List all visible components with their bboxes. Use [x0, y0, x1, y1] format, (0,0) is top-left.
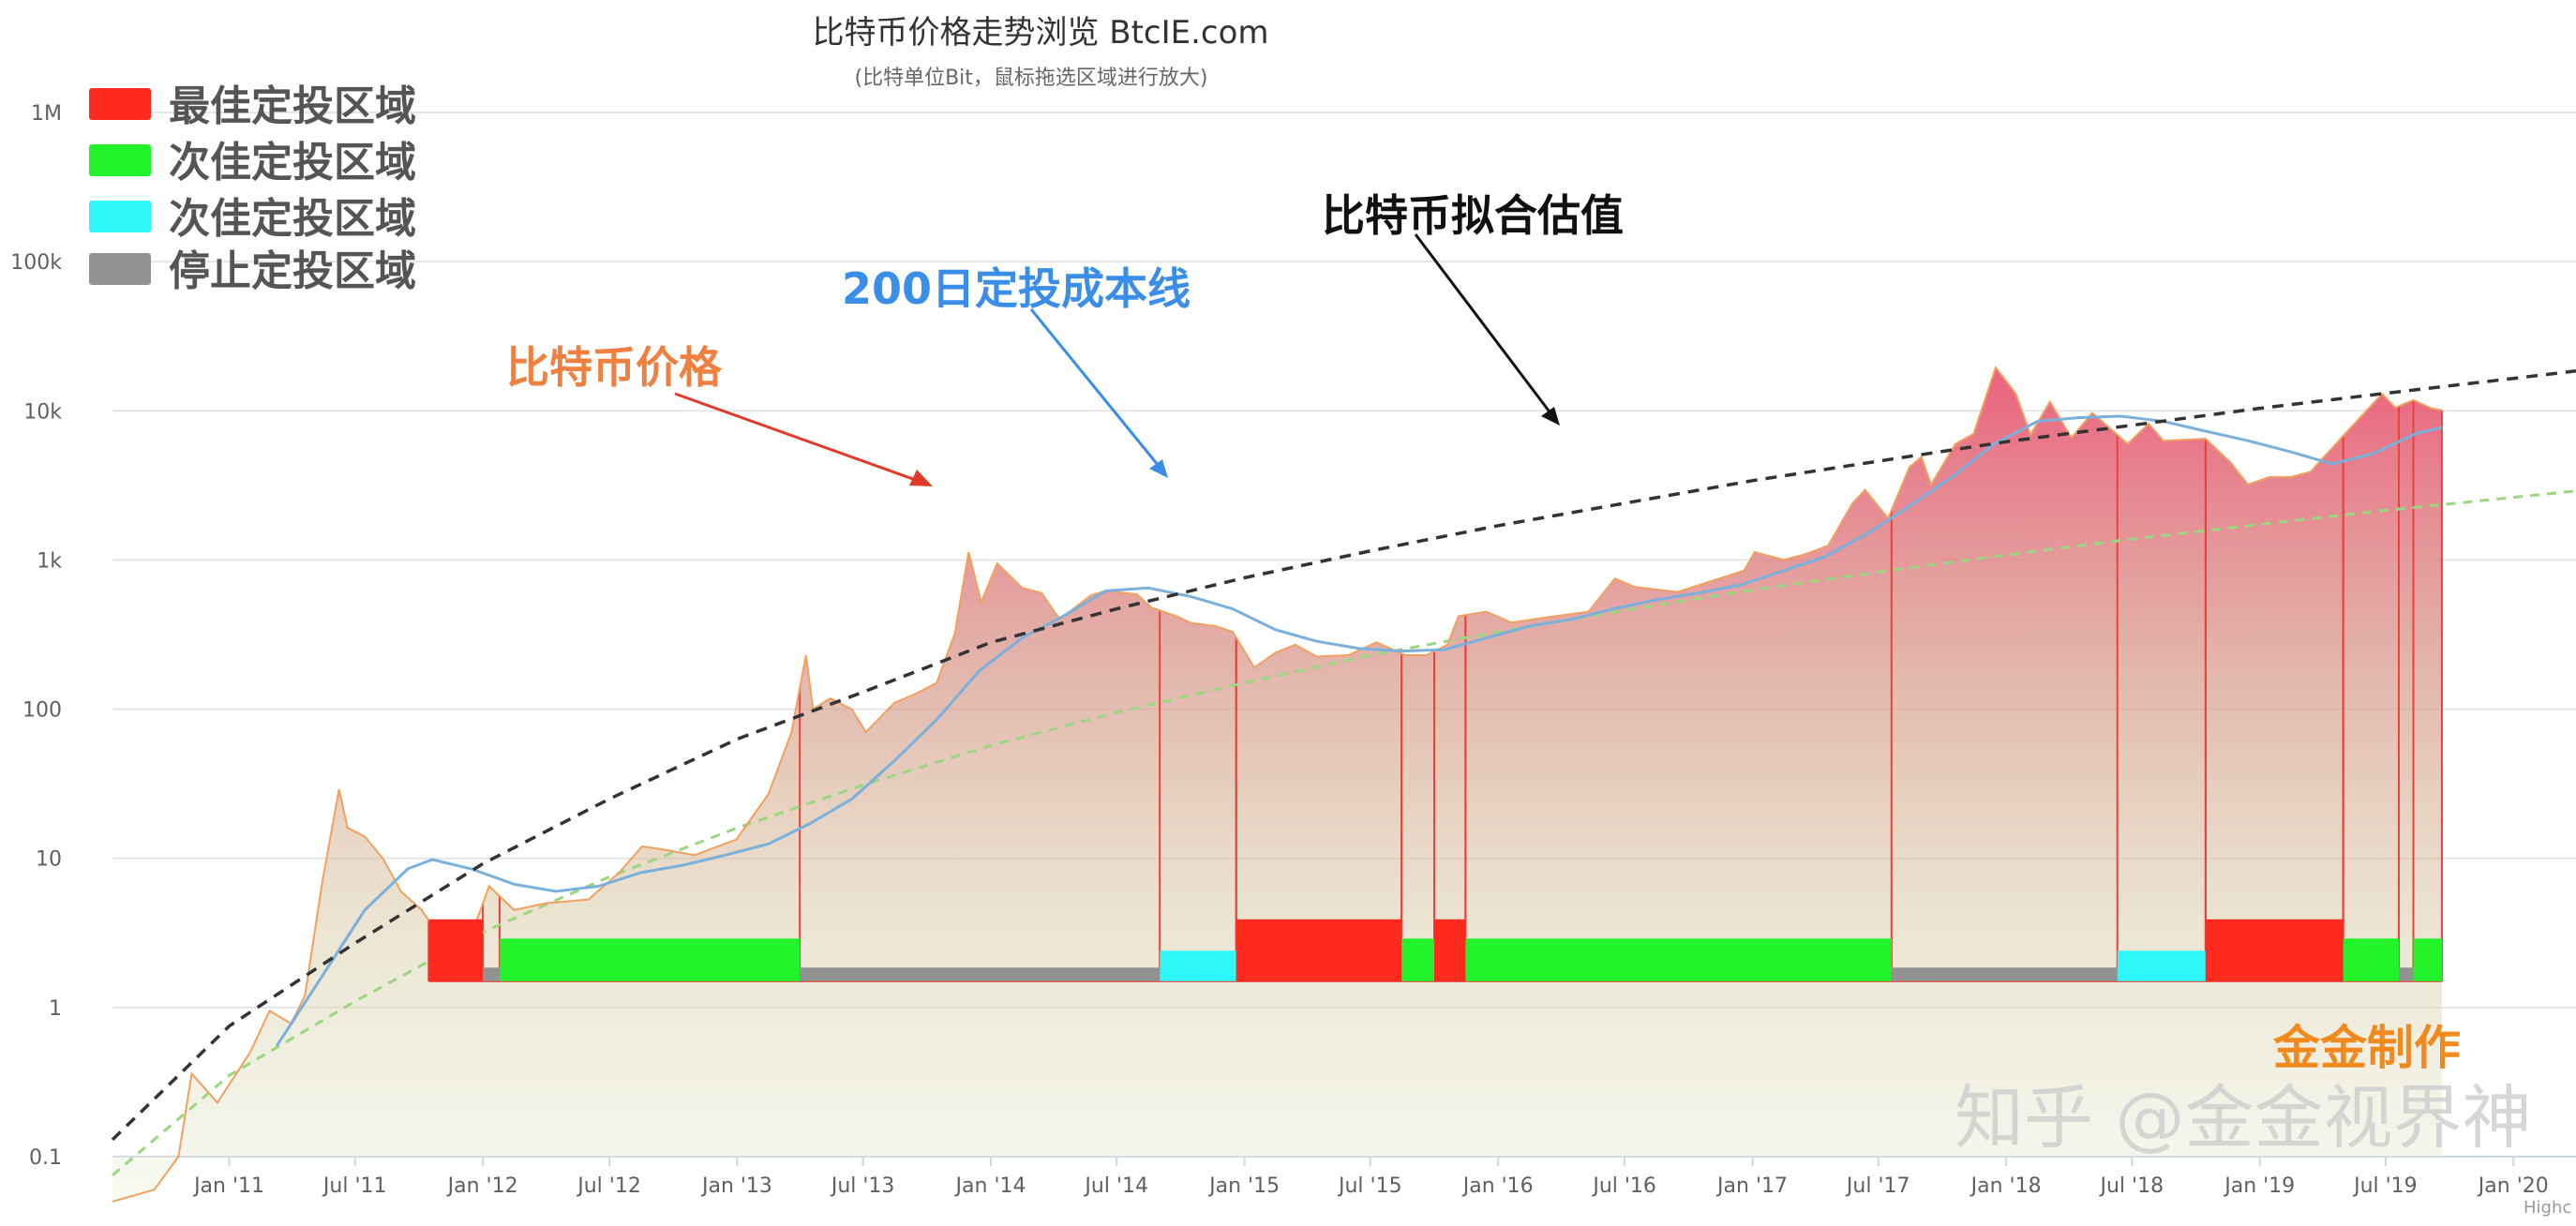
- x-tick-label: Jul '13: [830, 1174, 895, 1198]
- annotation-fit: 比特币拟合估值: [1322, 190, 1624, 426]
- legend-label-stop: 停止定投区域: [169, 247, 416, 295]
- zone-bar-best[interactable]: [1434, 919, 1466, 981]
- y-tick-label: 0.1: [29, 1146, 62, 1170]
- zone-bar-best[interactable]: [428, 919, 484, 981]
- zone-bar-stop[interactable]: [2399, 967, 2414, 981]
- chart-title: 比特币价格走势浏览 BtcIE.com: [812, 14, 1268, 52]
- legend-item-stop[interactable]: 停止定投区域: [89, 247, 416, 295]
- zone-bar-good2[interactable]: [1160, 950, 1236, 981]
- y-tick-label: 1: [49, 997, 62, 1021]
- legend-swatch-stop: [89, 253, 151, 285]
- x-tick-label: Jan '14: [954, 1174, 1026, 1198]
- annotation-cost-arrow: [1029, 308, 1164, 471]
- legend-item-good[interactable]: 次佳定投区域: [89, 139, 416, 187]
- legend-item-best[interactable]: 最佳定投区域: [89, 82, 416, 130]
- zone-bar-good[interactable]: [2343, 938, 2399, 981]
- zone-bar-good2[interactable]: [2117, 950, 2206, 981]
- y-tick-label: 100: [22, 699, 62, 723]
- x-tick-label: Jan '11: [192, 1174, 264, 1198]
- x-tick-label: Jan '16: [1461, 1174, 1534, 1198]
- x-tick-label: Jan '19: [2223, 1174, 2295, 1198]
- annotation-price-label: 比特币价格: [506, 342, 723, 393]
- cost-200d-line[interactable]: [275, 414, 2443, 1048]
- y-tick-label: 1M: [31, 102, 62, 126]
- annotation-cost: 200日定投成本线: [842, 263, 1191, 478]
- zone-vertical-lines: [427, 399, 2443, 982]
- legend-swatch-best: [89, 88, 151, 120]
- chart-subtitle: (比特单位Bit，鼠标拖选区域进行放大): [855, 67, 1208, 90]
- x-tick-label: Jul '16: [1591, 1174, 1656, 1198]
- x-tick-label: Jan '12: [446, 1174, 518, 1198]
- legend-swatch-good: [89, 144, 151, 176]
- legend-label-good: 次佳定投区域: [169, 139, 416, 187]
- y-tick-label: 10: [36, 848, 62, 872]
- x-tick-label: Jan '17: [1715, 1174, 1788, 1198]
- zone-bar-stop[interactable]: [483, 967, 500, 981]
- annotation-price-arrowhead: [909, 470, 933, 486]
- x-tick-label: Jan '18: [1969, 1174, 2042, 1198]
- annotation-price-arrow: [674, 392, 924, 485]
- zone-bar-good[interactable]: [2413, 938, 2442, 981]
- x-tick-label: Jul '11: [322, 1174, 387, 1198]
- legend-label-good2: 次佳定投区域: [169, 195, 416, 243]
- annotation-fit-label: 比特币拟合估值: [1322, 190, 1624, 241]
- watermark-author: 金金制作: [2273, 1021, 2461, 1075]
- fit-value-line[interactable]: [111, 369, 2576, 1142]
- legend-label-best: 最佳定投区域: [169, 82, 416, 130]
- watermark: 金金制作 知乎 @金金视界神 Highc: [1954, 1021, 2571, 1218]
- y-tick-label: 100k: [10, 251, 62, 275]
- zone-bar-stop[interactable]: [800, 967, 1161, 981]
- y-tick-label: 10k: [23, 400, 62, 424]
- y-axis-tick-labels: 0.1 1 10 100 1k 10k 100k 1M: [10, 102, 62, 1170]
- x-tick-label: Jan '13: [700, 1174, 772, 1198]
- zone-bar-good[interactable]: [499, 938, 801, 981]
- annotation-fit-arrowhead: [1541, 407, 1560, 426]
- annotation-cost-label: 200日定投成本线: [842, 263, 1191, 314]
- zone-bars: [428, 919, 2442, 981]
- annotation-fit-arrow: [1414, 233, 1556, 419]
- legend-swatch-good2: [89, 201, 151, 232]
- x-tick-label: Jul '15: [1337, 1174, 1402, 1198]
- x-axis-tick-labels: Jan '11 Jul '11 Jan '12 Jul '12 Jan '13 Jul '…: [192, 1157, 2549, 1198]
- watermark-site: 知乎 @金金视界神: [1954, 1078, 2532, 1159]
- price-area-fill: [112, 367, 2442, 1202]
- legend: 最佳定投区域 次佳定投区域 次佳定投区域 停止定投区域: [89, 82, 416, 295]
- x-tick-label: Jan '15: [1207, 1174, 1280, 1198]
- x-tick-label: Jul '12: [576, 1174, 641, 1198]
- x-tick-label: Jul '14: [1083, 1174, 1148, 1198]
- lower-fit-line: [112, 489, 2576, 1177]
- zone-bar-stop[interactable]: [1891, 967, 2118, 981]
- zone-bar-best[interactable]: [1236, 919, 1402, 981]
- y-tick-label: 1k: [37, 549, 62, 573]
- watermark-credit: Highc: [2524, 1198, 2571, 1218]
- zone-bar-good[interactable]: [1401, 938, 1434, 981]
- x-tick-label: Jul '18: [2098, 1174, 2164, 1198]
- annotation-price: 比特币价格: [506, 342, 933, 486]
- x-tick-label: Jan '20: [2477, 1174, 2549, 1198]
- price-line[interactable]: [112, 365, 2443, 1203]
- zone-bar-good[interactable]: [1465, 938, 1892, 981]
- x-tick-label: Jul '19: [2352, 1174, 2418, 1198]
- zone-bar-best[interactable]: [2205, 919, 2344, 981]
- x-tick-label: Jul '17: [1845, 1174, 1910, 1198]
- annotation-cost-arrowhead: [1149, 459, 1168, 478]
- legend-item-good2[interactable]: 次佳定投区域: [89, 195, 416, 243]
